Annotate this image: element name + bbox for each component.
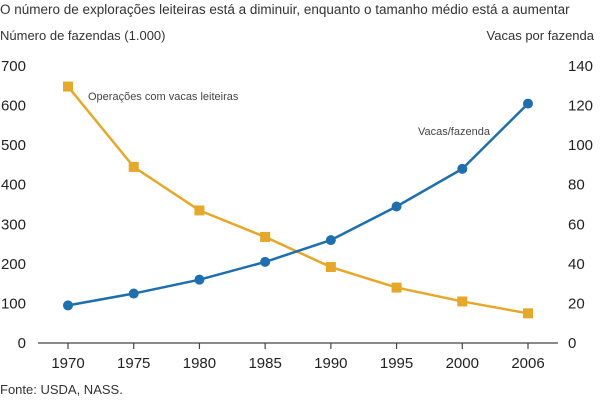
left-tick-label: 300 bbox=[1, 216, 26, 233]
left-tick-label: 500 bbox=[1, 137, 26, 154]
series-label-cows: Vacas/fazenda bbox=[418, 126, 491, 138]
right-tick-label: 80 bbox=[568, 177, 585, 194]
farms-point bbox=[63, 81, 73, 92]
right-tick-label: 100 bbox=[568, 137, 593, 154]
x-tick-label: 1980 bbox=[183, 355, 216, 372]
right-tick-label: 20 bbox=[568, 295, 585, 312]
left-tick-label: 400 bbox=[1, 177, 26, 194]
farms-point bbox=[128, 161, 139, 172]
left-axis-ticks: 0 100 200 300 400 500 600 700 bbox=[1, 58, 26, 352]
farms-point bbox=[523, 308, 533, 319]
farms-point bbox=[325, 262, 336, 273]
series-line-cows bbox=[67, 102, 529, 307]
right-tick-label: 140 bbox=[568, 58, 593, 75]
x-tick-label: 2000 bbox=[446, 355, 479, 372]
x-tick-label: 2006 bbox=[511, 355, 544, 372]
x-tick-label: 1970 bbox=[51, 355, 84, 372]
cows-point bbox=[325, 235, 336, 246]
right-axis-ticks: 0 20 40 60 80 100 120 140 bbox=[568, 58, 593, 352]
series-layer bbox=[63, 81, 533, 319]
right-tick-label: 0 bbox=[568, 335, 576, 352]
x-tick-label: 1985 bbox=[248, 355, 281, 372]
right-tick-label: 120 bbox=[568, 98, 593, 115]
farms-point bbox=[457, 296, 468, 307]
right-tick-label: 60 bbox=[568, 216, 585, 233]
right-axis-title: Vacas por fazenda bbox=[486, 28, 594, 43]
source-note: Fonte: USDA, NASS. bbox=[0, 382, 123, 397]
cows-point bbox=[128, 288, 139, 299]
cows-point bbox=[391, 201, 402, 212]
series-label-farms: Operações com vacas leiteiras bbox=[88, 91, 239, 103]
farms-point bbox=[194, 205, 205, 216]
x-axis-ticks: 1970 1975 1980 1985 1990 1995 2000 2006 bbox=[51, 343, 545, 372]
x-tick-label: 1975 bbox=[117, 355, 150, 372]
left-tick-label: 100 bbox=[1, 295, 26, 312]
series-line-farms bbox=[67, 85, 529, 315]
x-tick-label: 1990 bbox=[314, 355, 347, 372]
left-tick-label: 200 bbox=[1, 256, 26, 273]
farms-point bbox=[391, 282, 402, 293]
cows-point bbox=[523, 98, 533, 109]
left-tick-label: 0 bbox=[18, 335, 26, 352]
cows-point bbox=[194, 274, 205, 285]
cows-point bbox=[63, 300, 73, 311]
x-tick-label: 1995 bbox=[380, 355, 413, 372]
left-tick-label: 700 bbox=[1, 58, 26, 75]
right-tick-label: 40 bbox=[568, 256, 585, 273]
cows-point bbox=[260, 256, 271, 267]
cows-point bbox=[457, 163, 468, 174]
left-axis-title: Número de fazendas (1.000) bbox=[0, 28, 166, 43]
chart-title: O número de explorações leiteiras está a… bbox=[0, 2, 570, 17]
left-tick-label: 600 bbox=[1, 98, 26, 115]
farms-point bbox=[260, 231, 271, 242]
